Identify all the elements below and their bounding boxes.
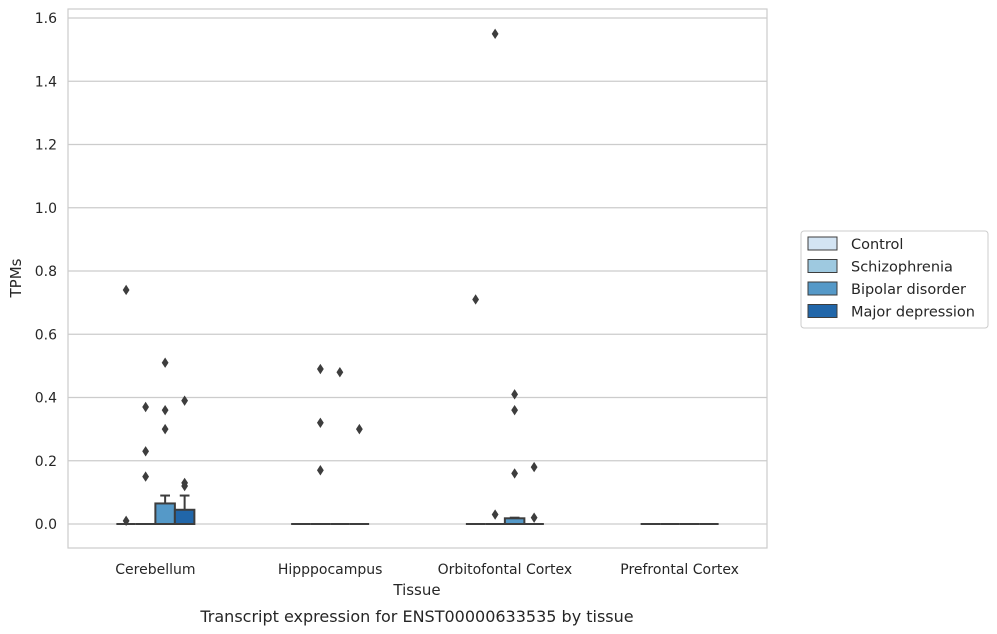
chart-caption: Transcript expression for ENST0000063353… xyxy=(199,607,633,626)
box-bipolar-disorder xyxy=(154,494,176,526)
box-bipolar-disorder xyxy=(503,516,526,525)
y-tick-label: 1.6 xyxy=(35,11,57,27)
y-tick-label: 1.4 xyxy=(35,74,57,90)
outlier-marker xyxy=(511,468,519,479)
legend-label: Control xyxy=(851,237,903,253)
legend: Control Schizophrenia Bipolar disorder Majo… xyxy=(800,230,989,329)
outlier-marker xyxy=(316,363,324,375)
legend-swatch xyxy=(807,281,838,296)
plot-area-frame xyxy=(67,8,768,549)
outlier-marker xyxy=(142,401,150,413)
x-tick-label: Orbitofontal Cortex xyxy=(438,562,573,578)
outlier-marker xyxy=(355,423,363,435)
box-major-depression xyxy=(173,494,196,525)
outlier-marker xyxy=(161,357,169,368)
legend-label: Bipolar disorder xyxy=(851,282,966,298)
outlier-marker xyxy=(316,417,324,428)
outlier-marker xyxy=(181,480,189,492)
legend-swatch xyxy=(807,236,838,251)
y-tick-label: 0.6 xyxy=(35,327,57,343)
gridlines xyxy=(68,17,767,525)
outlier-marker xyxy=(142,471,150,482)
outlier-marker xyxy=(142,446,150,457)
outlier-marker xyxy=(530,512,538,523)
outlier-marker xyxy=(530,461,538,473)
x-axis-ticks: Cerebellum Hipppocampus Orbitofontal Corte… xyxy=(115,562,739,578)
y-axis-label: TPMs xyxy=(7,258,25,298)
outlier-marker xyxy=(161,423,169,435)
outlier-marker xyxy=(491,28,499,40)
x-axis-label: Tissue xyxy=(392,581,440,599)
y-axis-ticks: 0.0 0.2 0.4 0.6 0.8 1.0 1.2 1.4 1.6 xyxy=(35,11,57,533)
outlier-marker xyxy=(511,389,519,400)
y-tick-label: 0.4 xyxy=(35,391,57,407)
x-tick-label: Prefrontal Cortex xyxy=(620,562,739,578)
legend-swatch xyxy=(807,259,838,273)
outlier-points xyxy=(122,28,538,527)
outlier-marker xyxy=(161,404,169,416)
legend-frame xyxy=(800,230,989,329)
legend-label: Schizophrenia xyxy=(851,260,953,276)
legend-label: Major depression xyxy=(851,305,975,321)
y-tick-label: 0.8 xyxy=(35,264,57,280)
outlier-marker xyxy=(122,515,130,527)
x-tick-label: Hipppocampus xyxy=(278,562,383,578)
outlier-marker xyxy=(491,509,499,520)
outlier-marker xyxy=(181,395,189,406)
box-body xyxy=(154,502,176,526)
y-tick-label: 1.0 xyxy=(35,201,57,217)
y-tick-label: 0.2 xyxy=(35,454,57,470)
box-groups xyxy=(116,494,719,526)
legend-swatch xyxy=(807,304,838,318)
outlier-marker xyxy=(316,465,324,476)
y-tick-label: 1.2 xyxy=(35,138,57,154)
outlier-marker xyxy=(511,404,519,416)
x-tick-label: Cerebellum xyxy=(115,562,195,578)
box-body xyxy=(173,508,196,525)
outlier-marker xyxy=(472,294,480,305)
outlier-marker xyxy=(336,367,344,378)
outlier-marker xyxy=(122,284,130,296)
y-tick-label: 0.0 xyxy=(35,517,57,533)
